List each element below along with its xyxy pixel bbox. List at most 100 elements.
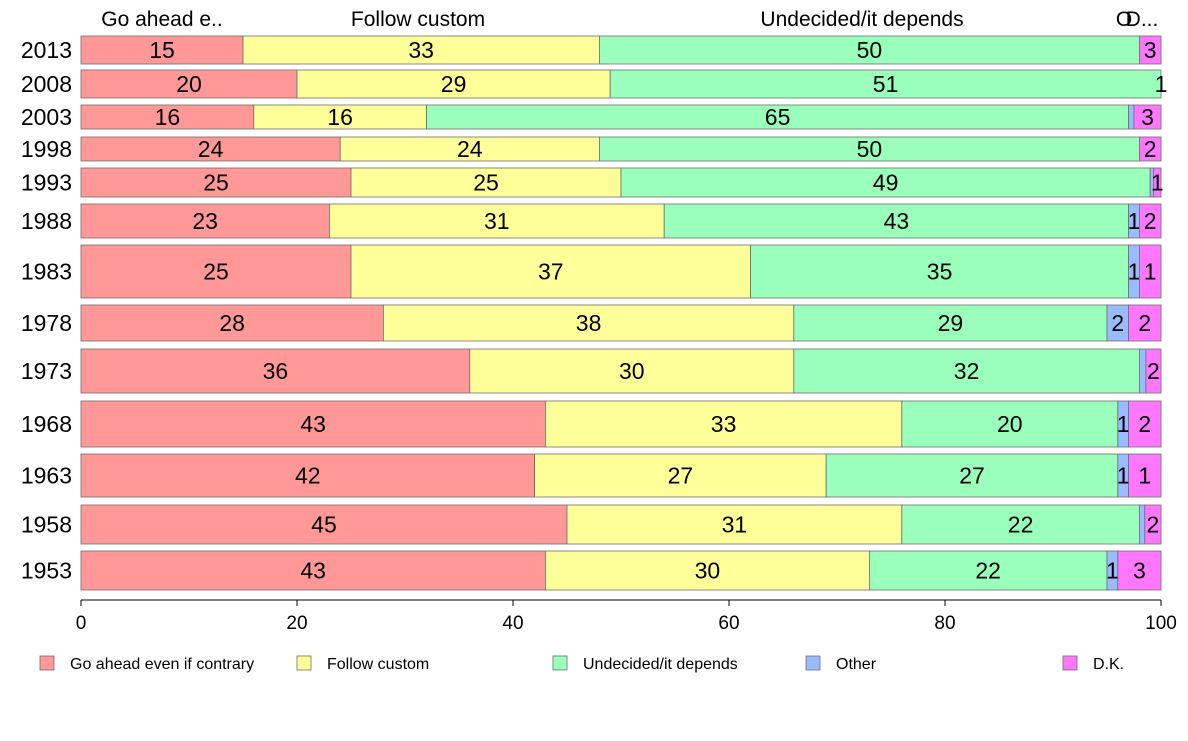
bar-segment	[296, 69, 611, 99]
bar-segment	[869, 550, 1108, 591]
data-label: 50	[857, 136, 883, 162]
bar-segment	[80, 167, 352, 198]
bar-segment	[426, 104, 1130, 130]
data-label: 24	[198, 136, 224, 162]
x-tick-label: 60	[718, 613, 739, 634]
x-tick-label: 20	[286, 613, 307, 634]
data-label: 3	[1133, 558, 1146, 584]
data-label: 49	[873, 170, 899, 196]
data-label: 20	[176, 71, 202, 97]
legend-label: Follow custom	[327, 656, 429, 673]
data-label: 36	[263, 358, 289, 384]
data-label: 38	[576, 310, 602, 336]
category-label: 1983	[21, 259, 72, 285]
data-label: 16	[155, 104, 181, 130]
bar-segment	[1144, 504, 1162, 545]
bar-segment	[1139, 35, 1162, 65]
bar-segment	[1139, 504, 1146, 545]
legend-swatch	[552, 655, 568, 671]
data-label: 3	[1144, 37, 1157, 63]
data-label: 1	[1155, 71, 1168, 97]
bar-segment	[80, 203, 330, 239]
legend-swatch	[39, 655, 55, 671]
bar-segment	[339, 136, 600, 162]
bar-segment	[328, 203, 665, 239]
data-label: 2	[1144, 208, 1157, 234]
data-label: 32	[954, 358, 980, 384]
legend-swatch	[1062, 655, 1078, 671]
category-label: 1998	[21, 136, 72, 162]
category-label: 1988	[21, 208, 72, 234]
bar-segment	[663, 203, 1130, 239]
data-label: 22	[1008, 512, 1034, 538]
data-label: 29	[441, 71, 467, 97]
data-label: 22	[975, 558, 1001, 584]
data-label: 51	[873, 71, 899, 97]
legend-label: Undecided/it depends	[583, 656, 738, 673]
bar-segment	[901, 400, 1119, 448]
data-label: 2	[1111, 310, 1124, 336]
bar-segment	[825, 453, 1119, 498]
legend-swatch	[805, 655, 821, 671]
x-tick-label: 0	[76, 613, 87, 634]
category-label: 1978	[21, 310, 72, 336]
data-label: 23	[192, 208, 218, 234]
data-label: 33	[711, 411, 737, 437]
bar-segment	[1139, 244, 1162, 299]
bar-segment	[1117, 550, 1162, 591]
bar-segment	[1128, 104, 1135, 130]
bar-segment	[620, 167, 1151, 198]
category-label: 1953	[21, 558, 72, 584]
bar-segment	[80, 400, 546, 448]
bar-segment	[1139, 203, 1162, 239]
data-label: 3	[1141, 104, 1154, 130]
data-label: 27	[668, 463, 694, 489]
data-label: 1	[1138, 463, 1151, 489]
bar-segment	[1139, 348, 1147, 394]
data-label: 45	[311, 512, 337, 538]
data-label: 25	[473, 170, 499, 196]
bar-segment	[793, 348, 1140, 394]
bar-segment	[80, 348, 471, 394]
bar-segment	[80, 550, 546, 591]
data-label: 43	[300, 411, 326, 437]
bar-segment	[253, 104, 428, 130]
top-series-label: Go ahead e..	[101, 8, 222, 31]
bar-segment	[1139, 136, 1162, 162]
data-label: 1	[1117, 463, 1130, 489]
bar-segment	[80, 504, 568, 545]
bar-segment	[1145, 348, 1162, 394]
bar-segment	[793, 304, 1108, 342]
data-label: 37	[538, 259, 564, 285]
bar-segment	[750, 244, 1129, 299]
top-series-label: Undecided/it depends	[760, 8, 963, 31]
top-series-label: O	[1116, 8, 1132, 31]
data-label: 25	[203, 170, 229, 196]
bar-segment	[901, 504, 1140, 545]
x-tick-label: 100	[1145, 613, 1177, 634]
data-label: 1	[1128, 259, 1141, 285]
data-label: 50	[857, 37, 883, 63]
data-label: 2	[1138, 411, 1151, 437]
data-label: 30	[619, 358, 645, 384]
bar-segment	[80, 453, 536, 498]
bar-segment	[469, 348, 795, 394]
data-label: 1	[1128, 208, 1141, 234]
legend-label: Go ahead even if contrary	[70, 656, 254, 673]
category-label: 2013	[21, 37, 72, 63]
bar-segment	[609, 69, 1162, 99]
category-label: 1968	[21, 411, 72, 437]
data-label: 1	[1106, 558, 1119, 584]
category-label: 1993	[21, 170, 72, 196]
data-label: 20	[997, 411, 1023, 437]
data-label: 31	[722, 512, 748, 538]
category-label: 2008	[21, 71, 72, 97]
top-series-label: D...	[1126, 8, 1159, 31]
data-label: 15	[149, 37, 175, 63]
bar-segment	[1128, 453, 1162, 498]
x-tick-label: 40	[502, 613, 523, 634]
data-label: 27	[959, 463, 985, 489]
bar-segment	[1153, 167, 1162, 198]
